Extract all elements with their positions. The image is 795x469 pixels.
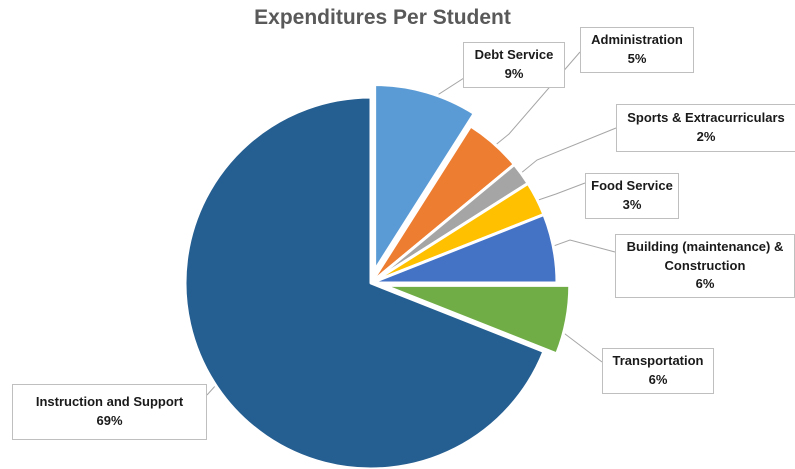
callout-value: 9% [504,66,524,81]
callout-value: 6% [695,276,715,292]
callout-label: Administration [591,32,683,48]
callout-label: Transportation [612,353,704,369]
callout-food-service: Food Service 3% [585,173,679,219]
callout-label: Food Service [591,178,673,194]
callout-debt-service: Debt Service 9% [463,42,565,88]
callout-transportation: Transportation 6% [602,348,714,394]
callout-building-construction: Building (maintenance) & Construction 6% [615,234,795,298]
pie-slices [183,83,572,469]
callout-label: Sports & Extracurriculars [627,110,785,126]
callout-value: 3% [622,197,642,212]
pie-slice-transportation [382,283,572,356]
callout-label-line-1: Building (maintenance) & [626,238,784,254]
callout-value: 5% [627,51,647,66]
callout-value: 6% [648,372,668,387]
pie-slice-instruction-and-support [183,95,546,469]
pie-slice-building-maintenance-construction [369,213,559,285]
callout-value: 69% [96,413,123,428]
callout-label: Instruction and Support [35,394,184,410]
callout-instruction-support: Instruction and Support 69% [12,384,207,440]
pie-slice-debt-service [373,83,476,273]
callout-value: 2% [696,129,716,144]
callout-administration: Administration 5% [580,27,694,73]
callout-sports-extracurriculars: Sports & Extracurriculars 2% [616,104,795,152]
chart-title: Expenditures Per Student [254,6,511,29]
callout-label-line-2: Construction [664,257,746,273]
callout-label: Debt Service [474,47,554,63]
